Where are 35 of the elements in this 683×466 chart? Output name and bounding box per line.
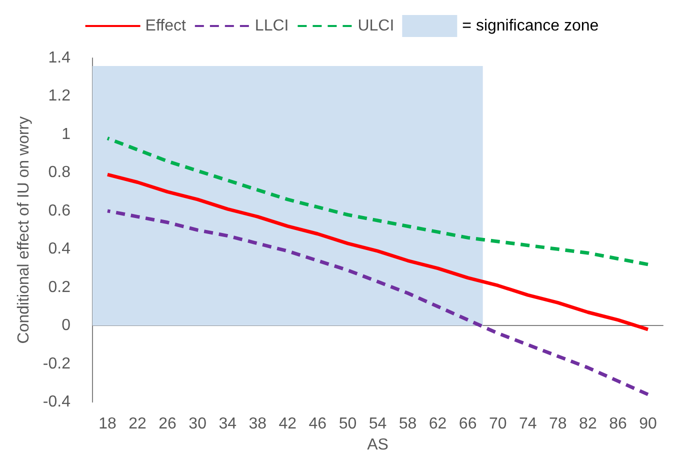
legend-label: = significance zone (462, 18, 599, 34)
y-tick-label: 0.6 (48, 202, 71, 220)
legend-label: ULCI (358, 18, 394, 34)
x-tick-label: 30 (188, 416, 207, 433)
legend-label: Effect (145, 18, 186, 34)
x-tick-label: 82 (579, 416, 597, 433)
x-tick-label: 50 (338, 416, 357, 433)
y-axis-title: Conditional effect of IU on worry (16, 116, 32, 344)
x-tick-label: 18 (98, 416, 116, 433)
x-tick-label: 22 (128, 416, 147, 433)
y-tick-label: 0.8 (48, 164, 71, 182)
y-tick-label: 0.4 (48, 240, 71, 258)
x-tick-label: 70 (488, 416, 507, 433)
x-tick-label: 86 (609, 416, 627, 433)
x-tick-label: 38 (248, 416, 267, 433)
x-tick-label: 62 (428, 416, 447, 433)
x-axis-title: AS (367, 436, 388, 454)
x-tick-label: 58 (398, 416, 417, 433)
y-tick-label: 1 (62, 126, 71, 143)
y-tick-label: -0.2 (42, 355, 71, 372)
x-tick-label: 42 (278, 416, 297, 433)
x-tick-label: 46 (308, 416, 327, 433)
y-tick-label: 0.2 (48, 278, 71, 296)
x-tick-label: 78 (549, 416, 567, 433)
x-tick-label: 66 (458, 416, 477, 433)
y-tick-label: 1.2 (48, 88, 71, 105)
x-tick-label: 74 (518, 416, 537, 433)
y-tick-label: 1.4 (48, 50, 71, 66)
x-tick-label: 26 (158, 416, 177, 433)
x-tick-label: 90 (639, 416, 657, 433)
x-tick-label: 34 (218, 416, 237, 433)
y-tick-label: 0 (62, 317, 71, 334)
y-tick-label: -0.4 (42, 394, 71, 411)
x-tick-label: 54 (368, 416, 387, 433)
legend-label: LLCI (254, 18, 289, 34)
